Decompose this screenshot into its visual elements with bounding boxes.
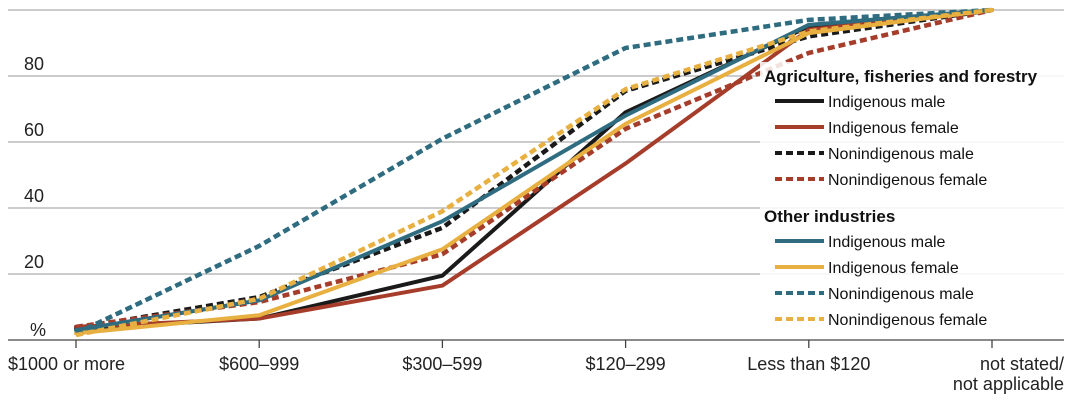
series-line <box>74 8 994 336</box>
x-tick-label: $120–299 <box>586 354 666 374</box>
x-tick-label: $600–999 <box>219 354 299 374</box>
legend-label: Indigenous male <box>828 94 946 111</box>
legend-label: Nonindigenous female <box>828 312 987 329</box>
x-tick-label: $300–599 <box>402 354 482 374</box>
y-unit-label: % <box>30 320 46 340</box>
series-line <box>75 7 993 338</box>
series-line <box>75 7 993 331</box>
legend-label: Indigenous female <box>828 260 959 277</box>
series-lines <box>74 7 994 338</box>
y-tick-label: 20 <box>24 252 44 272</box>
x-tick-label: not stated/not applicable <box>953 354 1064 394</box>
legend-label: Nonindigenous male <box>828 286 974 303</box>
legend-label: Nonindigenous female <box>828 172 987 189</box>
legend-group-title: Other industries <box>764 207 895 226</box>
y-tick-label: 80 <box>24 54 44 74</box>
legend-group-title: Agriculture, fisheries and forestry <box>764 67 1038 86</box>
x-axis-ticks: $1000 or more $600–999 $300–599 $120–299 Les… <box>8 340 1064 394</box>
y-axis-ticks: 20 40 60 80% <box>24 54 46 340</box>
x-tick-label: Less than $120 <box>747 354 870 374</box>
legend: Agriculture, fisheries and forestry Indig… <box>760 62 1064 332</box>
y-tick-label: 40 <box>24 186 44 206</box>
legend-label: Indigenous female <box>828 120 959 137</box>
y-tick-label: 60 <box>24 120 44 140</box>
legend-label: Indigenous male <box>828 234 946 251</box>
legend-label: Nonindigenous male <box>828 146 974 163</box>
series-line <box>75 7 993 336</box>
x-tick-label: $1000 or more <box>8 354 125 374</box>
